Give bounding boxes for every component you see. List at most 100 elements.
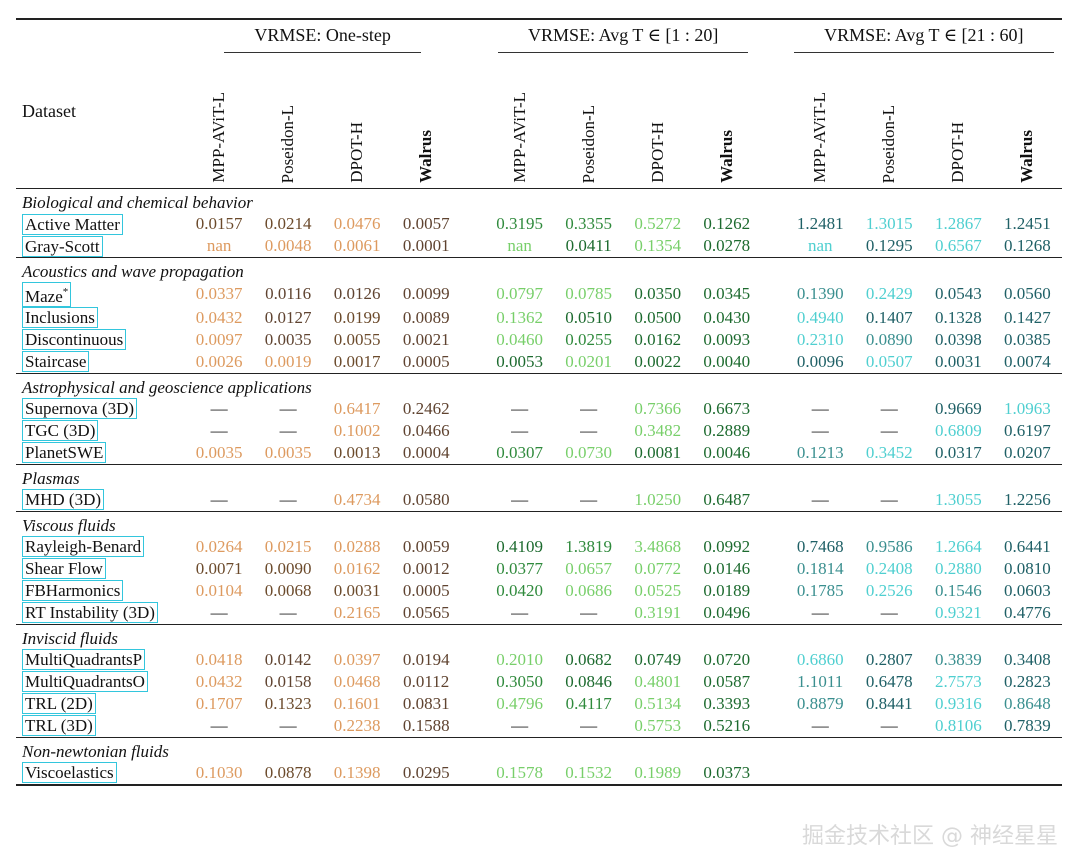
value-cell: — <box>880 489 898 509</box>
model-header: Poseidon-L <box>578 104 598 183</box>
value-cell: 0.0420 <box>496 580 543 600</box>
value-cell: 0.0418 <box>195 649 243 669</box>
value-cell: 0.6441 <box>1004 536 1051 556</box>
value-cell: 0.0126 <box>333 284 381 304</box>
value-cell: — <box>279 420 297 440</box>
table-row: RT Instability (3D) — — 0.2165 0.0565 — — 0.319… <box>16 602 1062 625</box>
value-cell: 0.0682 <box>565 649 613 669</box>
value-cell: 0.0500 <box>634 307 682 327</box>
value-cell: — <box>880 602 898 622</box>
table-row: TRL (3D) — — 0.2238 0.1588 — — 0.5753 0.5216 — — 0.… <box>16 715 1062 738</box>
value-cell: 0.0053 <box>496 351 543 371</box>
value-cell: 0.1707 <box>195 693 243 713</box>
section-title: Biological and chemical behavior <box>22 193 253 212</box>
value-cell: 0.0013 <box>333 442 381 462</box>
value-cell: 0.2408 <box>865 558 913 578</box>
value-cell: — <box>210 715 228 735</box>
value-cell: 0.0068 <box>264 580 312 600</box>
value-cell: — <box>811 602 829 622</box>
value-cell: 0.3452 <box>865 442 913 462</box>
value-cell: — <box>580 420 598 440</box>
dataset-name: Supernova (3D) <box>16 398 185 420</box>
dataset-name: Rayleigh-Benard <box>16 536 185 558</box>
value-cell: 0.3393 <box>703 693 751 713</box>
dataset-name: RT Instability (3D) <box>16 602 185 625</box>
watermark: 掘金技术社区 @ 神经星星 <box>802 824 1058 849</box>
value-cell: 0.5216 <box>703 715 751 735</box>
value-cell: 0.3050 <box>496 671 543 691</box>
table-row: FBHarmonics 0.0104 0.0068 0.0031 0.0005 0.042… <box>16 580 1062 602</box>
value-cell: 2.7573 <box>934 671 982 691</box>
value-cell: 0.0005 <box>402 580 450 600</box>
value-cell: 0.0127 <box>264 307 312 327</box>
value-cell: 0.0810 <box>1004 558 1051 578</box>
value-cell: 0.1262 <box>703 214 751 233</box>
value-cell: 0.4940 <box>796 307 844 327</box>
value-cell: 0.0059 <box>402 536 450 556</box>
value-cell: 0.0026 <box>195 351 243 371</box>
value-cell: 0.0097 <box>195 329 243 349</box>
value-cell: 0.0580 <box>402 489 450 509</box>
value-cell: — <box>580 398 598 418</box>
value-cell: — <box>880 420 898 440</box>
value-cell: 0.8441 <box>865 693 913 713</box>
value-cell: 0.1814 <box>796 558 844 578</box>
value-cell: 0.9316 <box>934 693 982 713</box>
value-cell: 0.0543 <box>934 284 982 304</box>
value-cell: 0.8106 <box>934 715 982 735</box>
model-header: Walrus <box>716 130 736 183</box>
value-cell: 0.2310 <box>796 329 844 349</box>
model-header: Poseidon-L <box>278 104 298 183</box>
value-cell: 0.0046 <box>703 442 751 462</box>
section-title: Acoustics and wave propagation <box>22 262 244 281</box>
value-cell: — <box>511 715 529 735</box>
section-title: Astrophysical and geoscience application… <box>22 377 312 397</box>
value-cell: 0.0430 <box>703 307 751 327</box>
value-cell: 0.3482 <box>634 420 682 440</box>
value-cell: 0.0345 <box>703 284 751 304</box>
value-cell: 0.0017 <box>333 351 381 371</box>
value-cell: 0.0466 <box>402 420 450 440</box>
dataset-name: PlanetSWE <box>16 442 185 465</box>
value-cell: 0.4109 <box>496 536 543 556</box>
value-cell: — <box>811 715 829 735</box>
value-cell <box>786 762 855 785</box>
value-cell: 0.4117 <box>565 693 612 713</box>
table-row: MHD (3D) — — 0.4734 0.0580 — — 1.0250 0.6487 — — 1.… <box>16 489 1062 512</box>
table-row: Rayleigh-Benard 0.0264 0.0215 0.0288 0.0059 0… <box>16 536 1062 558</box>
value-cell: 0.1398 <box>333 762 381 782</box>
value-cell: 0.4796 <box>496 693 543 713</box>
table-row: PlanetSWE 0.0035 0.0035 0.0013 0.0004 0.0307 0… <box>16 442 1062 465</box>
dataset-name: TGC (3D) <box>16 420 185 442</box>
value-cell: 0.0096 <box>796 351 844 371</box>
value-cell: 0.4801 <box>634 671 682 691</box>
group-header-avg-1-20: VRMSE: Avg T ∈ [1 : 20] <box>485 19 761 58</box>
value-cell: 0.0207 <box>1004 442 1051 462</box>
section-title: Viscous fluids <box>22 515 116 535</box>
value-cell: 0.1295 <box>865 236 913 255</box>
model-header: Poseidon-L <box>879 104 899 183</box>
value-cell: — <box>811 420 829 440</box>
value-cell: 0.5272 <box>634 214 682 233</box>
value-cell: 0.0432 <box>195 671 243 691</box>
value-cell: 0.0055 <box>333 329 381 349</box>
section-title: Plasmas <box>22 468 80 488</box>
value-cell: — <box>210 489 228 509</box>
value-cell: 0.0317 <box>934 442 982 462</box>
value-cell: 0.0603 <box>1004 580 1051 600</box>
value-cell: — <box>580 602 598 622</box>
value-cell: 0.3839 <box>934 649 982 669</box>
value-cell: 0.4734 <box>333 489 381 509</box>
value-cell: 0.6567 <box>934 236 982 255</box>
value-cell: 0.0071 <box>195 558 243 578</box>
value-cell: 0.0146 <box>703 558 751 578</box>
dataset-name: MultiQuadrantsO <box>16 671 185 693</box>
value-cell: 0.0089 <box>402 307 450 327</box>
value-cell: 0.0040 <box>703 351 751 371</box>
value-cell: 0.0201 <box>565 351 613 371</box>
value-cell: 0.0772 <box>634 558 682 578</box>
value-cell: 0.7468 <box>796 536 844 556</box>
value-cell: — <box>210 420 228 440</box>
model-header: DPOT-H <box>347 122 367 183</box>
value-cell: 0.0350 <box>634 284 682 304</box>
